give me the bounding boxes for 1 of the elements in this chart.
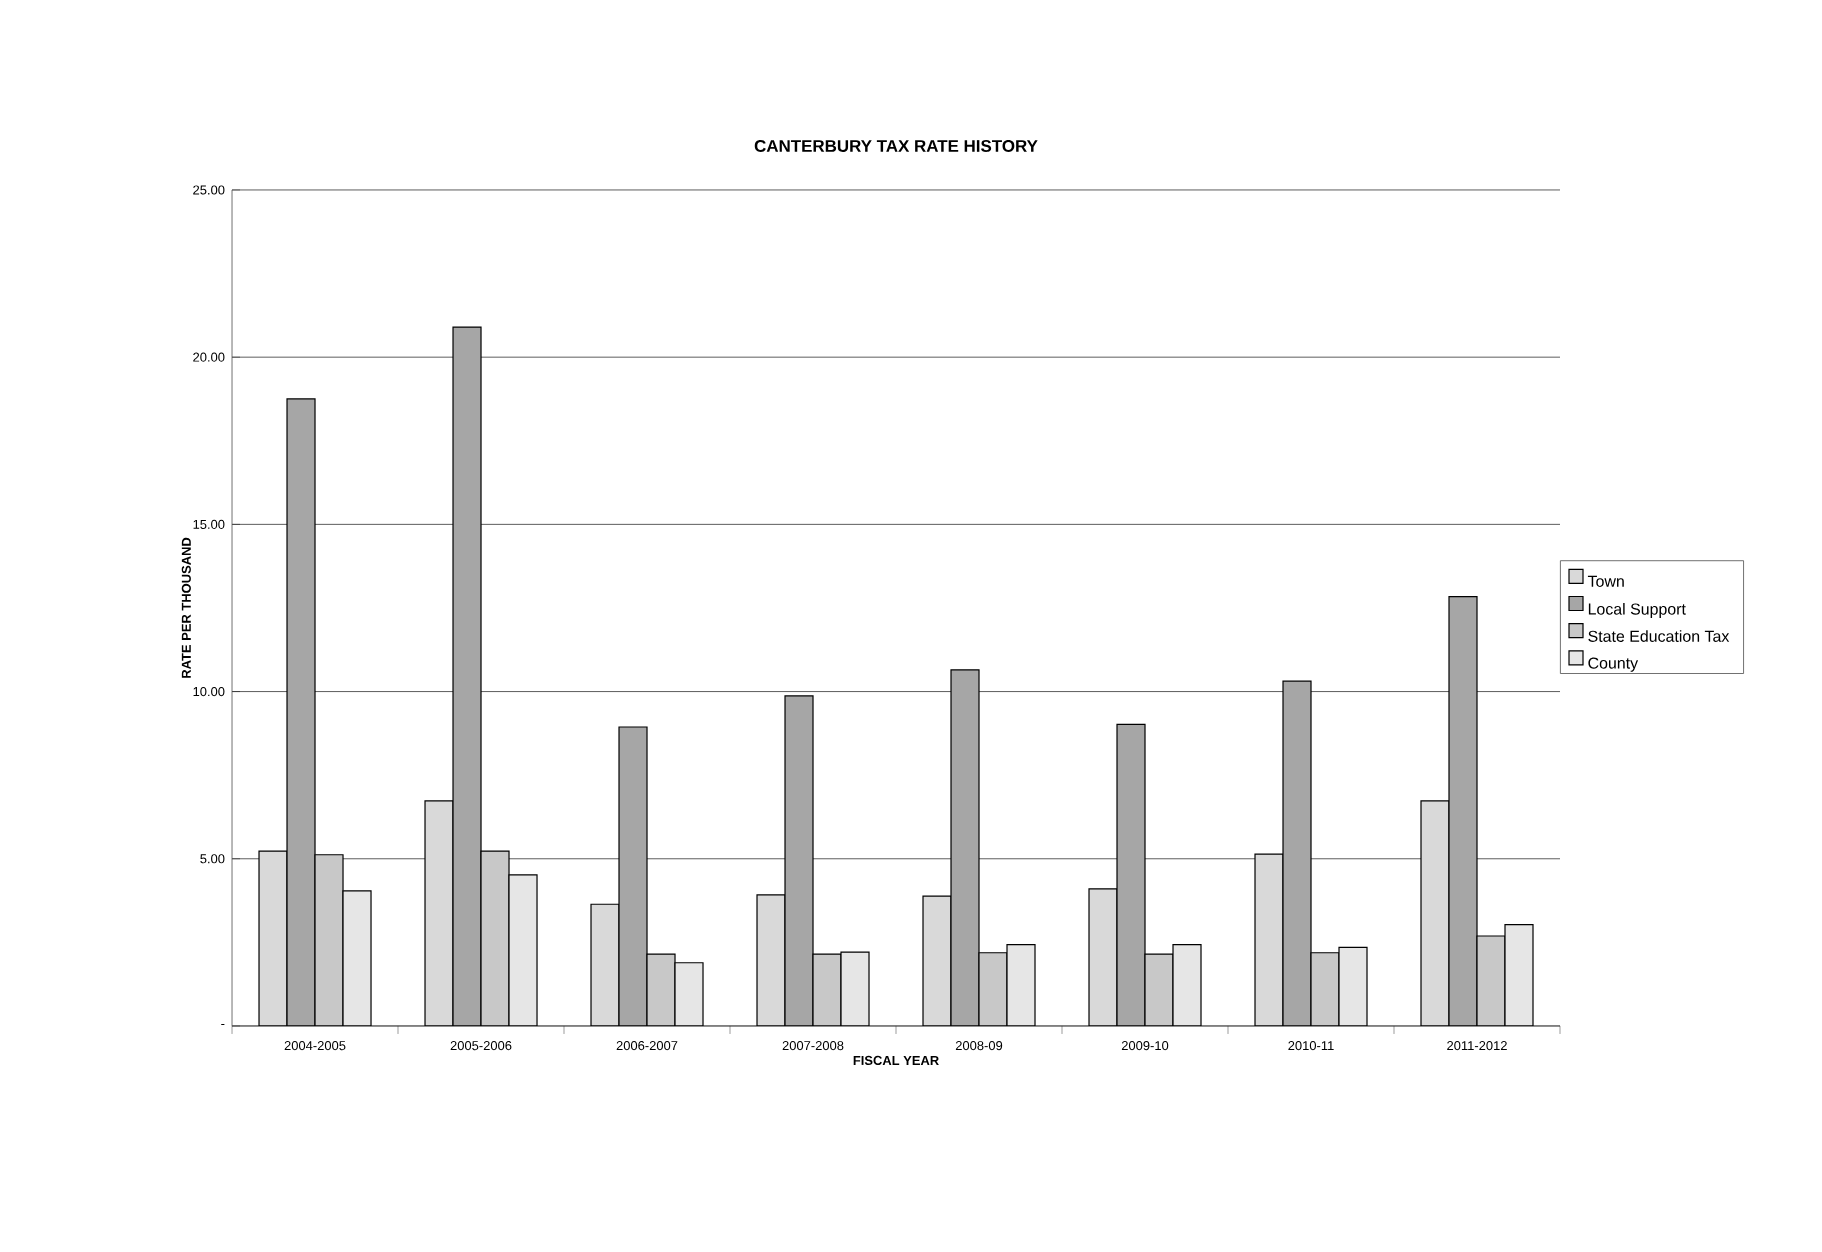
chart-title: CANTERBURY TAX RATE HISTORY bbox=[754, 139, 1038, 152]
